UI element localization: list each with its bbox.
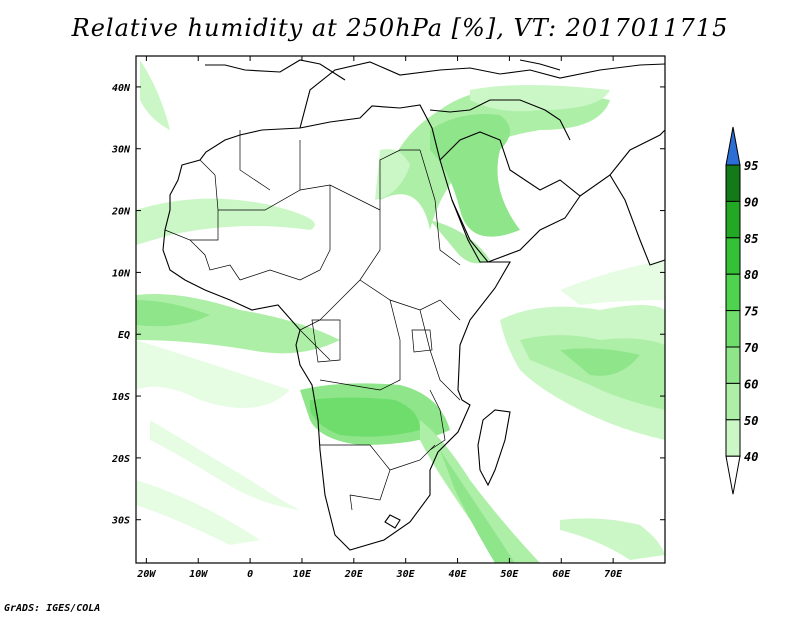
colorbar-under-arrow [725, 455, 741, 495]
colorbar-swatch [725, 382, 741, 421]
colorbar-swatch [725, 310, 741, 348]
lat-tick-label: 40N [112, 83, 131, 94]
colorbar-level-label: 85 [744, 232, 758, 246]
lon-tick-label: 40E [449, 569, 468, 580]
lon-tick-label: 20W [136, 569, 156, 580]
colorbar-swatch [725, 346, 741, 384]
lat-tick-label: 20N [111, 207, 131, 218]
lat-tick-label: EQ [118, 330, 130, 341]
colorbar-level-label: 90 [744, 195, 758, 209]
lon-tick-label: 10W [189, 569, 208, 580]
colorbar-level-label: 70 [744, 341, 758, 355]
country-borders [164, 130, 461, 511]
map-axes: 40N 30N 20N 10N EQ 10S 20S 30S 20W 10W 0 10E 20E 30E 4… [111, 56, 665, 580]
colorbar-level-label: 40 [744, 450, 758, 464]
colorbar-swatch [725, 273, 741, 312]
colorbar: 40 50 60 70 75 80 85 90 95 [725, 126, 758, 495]
lon-tick-label: 70E [604, 569, 623, 580]
colorbar-level-label: 95 [744, 159, 758, 173]
colorbar-over-arrow [725, 126, 741, 166]
lat-tick-label: 20S [111, 454, 130, 465]
lat-tick-label: 10S [112, 392, 130, 403]
lon-tick-label: 0 [247, 569, 253, 580]
lon-tick-label: 60E [552, 569, 571, 580]
lon-tick-label: 10E [293, 569, 312, 580]
map-frame [135, 55, 666, 564]
colorbar-swatch [725, 164, 741, 202]
lat-tick-label: 30S [111, 516, 130, 527]
colorbar-swatch [725, 419, 741, 457]
colorbar-swatch [725, 200, 741, 239]
humidity-shading [136, 60, 665, 563]
colorbar-level-label: 50 [744, 414, 758, 428]
coastlines [162, 59, 666, 551]
colorbar-level-label: 75 [744, 305, 758, 319]
colorbar-swatch [725, 237, 741, 275]
grads-credit: GrADS: IGES/COLA [4, 603, 101, 614]
lat-tick-label: 30N [111, 145, 131, 156]
lon-tick-label: 30E [396, 569, 416, 580]
map-title: Relative humidity at 250hPa [%], VT: 201… [71, 14, 729, 42]
colorbar-level-label: 80 [744, 268, 758, 282]
colorbar-level-label: 60 [744, 377, 758, 391]
lon-tick-label: 20E [344, 569, 364, 580]
lon-tick-label: 50E [500, 569, 519, 580]
lat-tick-label: 10N [112, 268, 131, 279]
